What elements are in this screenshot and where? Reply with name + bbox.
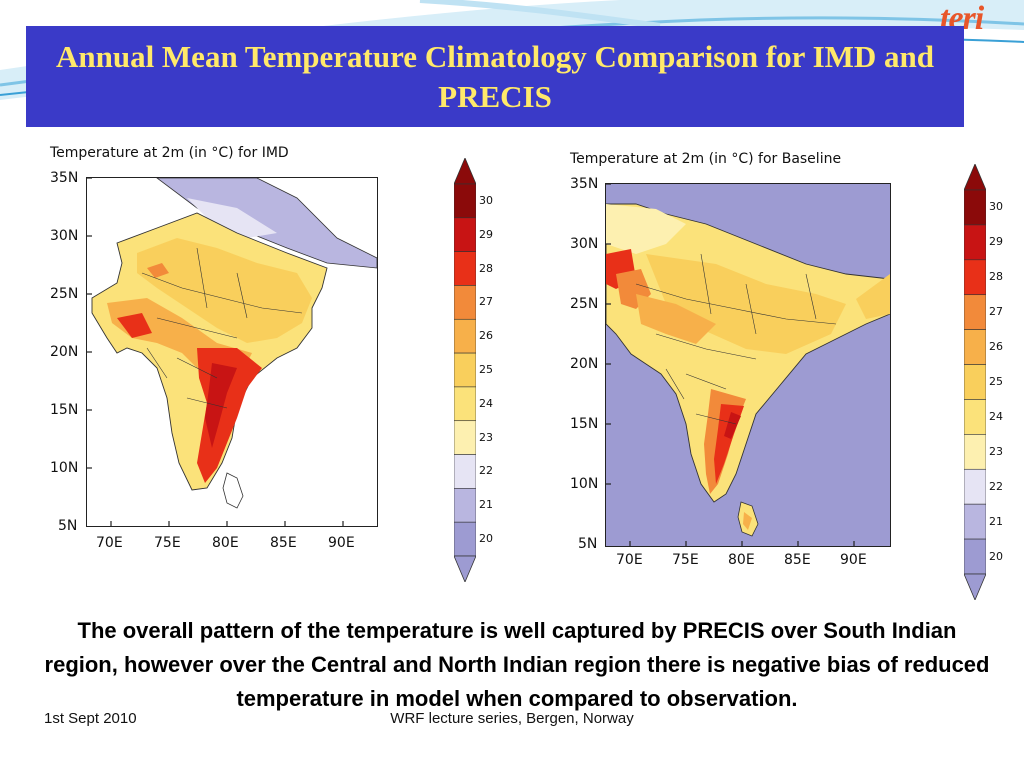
lat-label: 30N xyxy=(50,228,79,244)
imd-colorbar xyxy=(454,158,476,582)
colorbar-segment xyxy=(454,217,476,252)
colorbar-tick-label: 30 xyxy=(989,200,1003,214)
colorbar-segment xyxy=(964,259,986,296)
colorbar-tick-label: 27 xyxy=(479,295,493,309)
lat-label: 5N xyxy=(578,536,598,552)
lat-label: 30N xyxy=(570,236,599,252)
lat-label: 20N xyxy=(50,344,79,360)
colorbar-tick-label: 21 xyxy=(989,514,1003,528)
colorbar-tick-label: 20 xyxy=(989,549,1003,563)
colorbar-segment xyxy=(964,294,986,330)
colorbar-segment xyxy=(964,189,986,226)
colorbar-tick-label: 20 xyxy=(479,532,493,546)
colorbar-tick-label: 27 xyxy=(989,305,1003,319)
lon-label: 80E xyxy=(728,552,755,568)
colorbar-tick-label: 29 xyxy=(479,227,493,241)
imd-map-title: Temperature at 2m (in °C) for IMD xyxy=(50,145,289,161)
lat-label: 15N xyxy=(570,416,599,432)
lat-label: 10N xyxy=(570,476,599,492)
colorbar-tick-label: 26 xyxy=(479,329,493,343)
lon-label: 70E xyxy=(616,552,643,568)
lon-label: 85E xyxy=(270,535,297,551)
colorbar-segment xyxy=(964,399,986,435)
colorbar-segment xyxy=(454,386,476,422)
colorbar-segment xyxy=(454,454,476,489)
lon-label: 90E xyxy=(840,552,867,568)
lat-label: 5N xyxy=(58,518,78,534)
colorbar-segment xyxy=(454,488,476,523)
colorbar-tick-label: 21 xyxy=(479,498,493,512)
colorbar-segment xyxy=(964,468,986,505)
colorbar-tick-label: 28 xyxy=(989,270,1003,284)
imd-temperature-map xyxy=(87,178,377,526)
lat-label: 25N xyxy=(50,286,79,302)
colorbar-tick-label: 25 xyxy=(479,363,493,376)
lon-label: 90E xyxy=(328,535,355,551)
colorbar-tick-label: 24 xyxy=(989,409,1003,423)
footer-date: 1st Sept 2010 xyxy=(44,710,137,727)
colorbar-tick-label: 26 xyxy=(989,340,1003,354)
colorbar-segment xyxy=(454,285,476,320)
lon-label: 80E xyxy=(212,535,239,551)
colorbar-segment xyxy=(454,183,476,219)
footer-event: WRF lecture series, Bergen, Norway xyxy=(390,710,634,727)
colorbar-tick-label: 30 xyxy=(479,193,493,207)
colorbar-tick-label: 22 xyxy=(989,479,1003,493)
baseline-map-title: Temperature at 2m (in °C) for Baseline xyxy=(570,151,842,167)
lon-label: 75E xyxy=(154,535,181,551)
lat-label: 35N xyxy=(570,176,599,192)
lat-label: 20N xyxy=(570,356,599,372)
imd-map-plot xyxy=(86,177,378,527)
colorbar-segment xyxy=(454,521,476,557)
colorbar-tick-label: 28 xyxy=(479,261,493,275)
colorbar-segment xyxy=(964,434,986,470)
colorbar-tick-label: 23 xyxy=(989,444,1003,458)
lat-label: 10N xyxy=(50,460,79,476)
colorbar-bottom-arrow xyxy=(454,555,476,582)
colorbar-segment xyxy=(454,352,476,388)
colorbar-tick-label: 22 xyxy=(479,464,493,478)
colorbar-segment xyxy=(964,538,986,575)
colorbar-bottom-arrow xyxy=(964,573,986,600)
colorbar-segment xyxy=(964,329,986,365)
lat-label: 25N xyxy=(570,296,599,312)
colorbar-tick-label: 24 xyxy=(479,396,493,410)
lat-label: 15N xyxy=(50,402,79,418)
colorbar-segment xyxy=(454,318,476,354)
colorbar-segment xyxy=(454,251,476,286)
baseline-colorbar xyxy=(964,164,986,600)
lon-label: 70E xyxy=(96,535,123,551)
colorbar-segment xyxy=(964,364,986,400)
slide-title: Annual Mean Temperature Climatology Comp… xyxy=(55,38,935,114)
colorbar-tick-label: 29 xyxy=(989,235,1003,249)
colorbar-top-arrow xyxy=(454,158,476,185)
lon-label: 75E xyxy=(672,552,699,568)
slide-title-box: Annual Mean Temperature Climatology Comp… xyxy=(26,26,964,127)
colorbar-segment xyxy=(964,503,986,540)
baseline-map-plot xyxy=(605,183,891,547)
colorbar-segment xyxy=(454,420,476,455)
colorbar-tick-label: 25 xyxy=(989,375,1003,388)
colorbar-segment xyxy=(964,224,986,261)
slide-caption: The overall pattern of the temperature i… xyxy=(44,618,990,711)
baseline-temperature-map xyxy=(606,184,890,546)
lat-label: 35N xyxy=(50,170,79,186)
colorbar-top-arrow xyxy=(964,164,986,191)
colorbar-tick-label: 23 xyxy=(479,430,493,444)
lon-label: 85E xyxy=(784,552,811,568)
